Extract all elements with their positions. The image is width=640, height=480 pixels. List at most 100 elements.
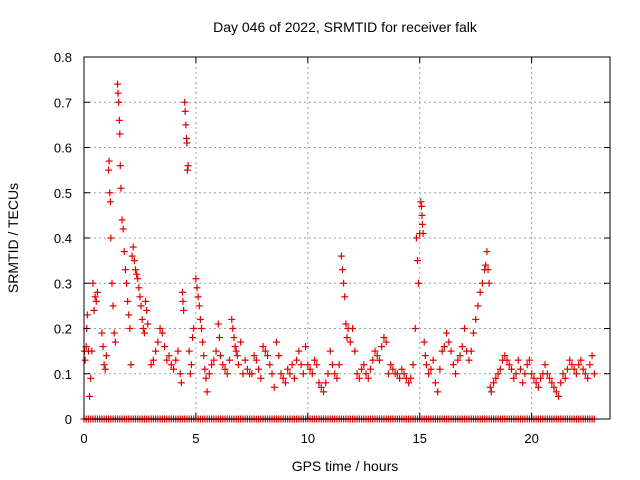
- data-point: [315, 379, 323, 387]
- data-point: [119, 225, 127, 233]
- data-point: [369, 356, 377, 364]
- data-point: [136, 293, 144, 301]
- data-point: [532, 379, 540, 387]
- data-point: [102, 352, 110, 360]
- data-point: [183, 166, 191, 174]
- data-point: [172, 356, 180, 364]
- data-point: [482, 261, 490, 269]
- data-point: [364, 374, 372, 382]
- data-point: [563, 365, 571, 373]
- data-point: [161, 343, 169, 351]
- data-point: [186, 370, 194, 378]
- data-point: [407, 374, 415, 382]
- data-point: [485, 279, 493, 287]
- data-point: [270, 383, 278, 391]
- data-point: [142, 297, 150, 305]
- data-point: [89, 279, 97, 287]
- data-point: [398, 365, 406, 373]
- data-point: [510, 374, 518, 382]
- data-point: [221, 365, 229, 373]
- data-point: [400, 370, 408, 378]
- data-point: [501, 352, 509, 360]
- data-point: [137, 302, 145, 310]
- data-point: [124, 297, 132, 305]
- data-point: [127, 361, 135, 369]
- data-point: [174, 347, 182, 355]
- data-point: [259, 343, 267, 351]
- data-point: [378, 343, 386, 351]
- data-point: [233, 352, 241, 360]
- data-point: [237, 338, 245, 346]
- data-point: [167, 361, 175, 369]
- data-point: [268, 370, 276, 378]
- data-point: [440, 343, 448, 351]
- data-point: [528, 370, 536, 378]
- data-point: [483, 248, 491, 256]
- y-tick-label: 0.2: [54, 322, 72, 337]
- data-point: [438, 347, 446, 355]
- data-point: [516, 365, 524, 373]
- data-point: [469, 329, 477, 337]
- data-point: [90, 306, 98, 314]
- data-point: [487, 388, 495, 396]
- grid: [84, 57, 610, 419]
- data-point: [505, 361, 513, 369]
- data-point: [409, 361, 417, 369]
- data-point: [288, 361, 296, 369]
- data-point: [467, 347, 475, 355]
- data-point: [456, 352, 464, 360]
- data-point: [217, 352, 225, 360]
- data-point: [561, 374, 569, 382]
- data-point: [343, 334, 351, 342]
- data-point: [299, 370, 307, 378]
- data-point: [297, 361, 305, 369]
- data-point: [108, 279, 116, 287]
- data-point: [210, 356, 218, 364]
- data-point: [541, 361, 549, 369]
- data-point: [431, 379, 439, 387]
- data-point: [476, 288, 484, 296]
- data-point: [492, 374, 500, 382]
- data-point: [178, 288, 186, 296]
- data-point: [362, 370, 370, 378]
- data-point: [234, 361, 242, 369]
- data-point: [277, 370, 285, 378]
- data-point: [115, 98, 123, 106]
- data-point: [393, 370, 401, 378]
- data-point: [552, 388, 560, 396]
- data-point: [559, 370, 567, 378]
- data-point: [121, 266, 129, 274]
- data-point: [200, 352, 208, 360]
- data-point: [252, 356, 260, 364]
- data-point: [117, 184, 125, 192]
- data-point: [572, 370, 580, 378]
- data-point: [304, 361, 312, 369]
- data-point: [241, 356, 249, 364]
- data-point: [196, 315, 204, 323]
- data-point: [98, 329, 106, 337]
- y-tick-label: 0.3: [54, 276, 72, 291]
- data-point: [367, 365, 375, 373]
- y-tick-label: 0.6: [54, 141, 72, 156]
- axis-ticks: [83, 56, 610, 420]
- data-point: [496, 365, 504, 373]
- data-point: [185, 347, 193, 355]
- data-point: [290, 374, 298, 382]
- data-point: [449, 361, 457, 369]
- y-tick-labels: 0 0.1 0.2 0.3 0.4 0.5 0.6 0.7 0.8: [54, 50, 72, 427]
- data-point: [351, 347, 359, 355]
- data-point: [339, 266, 347, 274]
- data-point: [143, 306, 151, 314]
- data-point: [125, 311, 133, 319]
- data-point: [414, 257, 422, 265]
- data-point: [418, 220, 426, 228]
- data-point: [546, 374, 554, 382]
- data-point: [131, 266, 139, 274]
- x-tick-label: 5: [192, 431, 199, 446]
- data-point: [147, 361, 155, 369]
- data-point: [566, 356, 574, 364]
- data-point: [231, 343, 239, 351]
- y-tick-label: 0.5: [54, 186, 72, 201]
- data-point: [230, 334, 238, 342]
